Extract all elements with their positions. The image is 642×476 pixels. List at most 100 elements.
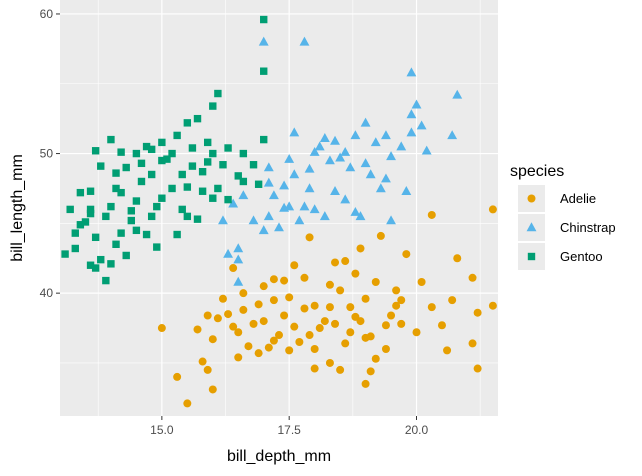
point-gentoo [132,226,141,235]
point-adelie [208,385,217,394]
point-gentoo [234,172,242,180]
point-gentoo [214,89,222,98]
y-tick-label: 50 [40,147,54,161]
point-chinstrap [268,190,279,200]
point-gentoo [76,221,85,229]
point-adelie [336,365,345,374]
point-adelie [310,364,319,373]
point-adelie [193,325,202,334]
point-chinstrap [335,152,346,162]
point-adelie [392,286,401,295]
point-chinstrap [289,127,300,137]
point-adelie [397,296,406,305]
point-adelie [264,343,273,352]
point-gentoo [188,144,197,152]
point-gentoo [239,149,248,158]
point-gentoo [209,149,217,158]
point-chinstrap [263,162,274,172]
point-chinstrap [345,162,356,172]
point-adelie [315,324,324,333]
point-gentoo [122,251,130,260]
point-gentoo [239,177,248,186]
legend-symbol-gentoo [527,252,536,261]
point-gentoo [102,276,110,285]
point-chinstrap [381,173,391,183]
point-adelie [224,310,233,319]
point-adelie [392,301,401,310]
point-adelie [249,319,258,328]
point-gentoo [178,205,186,214]
point-adelie [295,338,304,347]
point-gentoo [260,15,268,24]
point-adelie [325,303,334,312]
point-gentoo [137,177,146,186]
point-chinstrap [228,198,239,208]
point-gentoo [168,149,176,158]
point-adelie [198,357,207,366]
point-gentoo [147,212,156,221]
x-tick-label: 17.5 [278,423,302,437]
point-chinstrap [360,117,371,127]
point-gentoo [132,149,141,158]
point-chinstrap [324,155,335,165]
point-gentoo [97,255,105,264]
point-gentoo [158,156,166,165]
point-chinstrap [411,99,422,109]
point-gentoo [153,202,161,211]
point-chinstrap [375,183,386,193]
point-chinstrap [274,222,284,232]
point-gentoo [127,216,136,225]
point-adelie [361,294,370,303]
point-adelie [397,319,406,328]
point-gentoo [260,135,268,144]
point-adelie [341,339,350,348]
point-adelie [325,358,334,367]
point-gentoo [91,264,100,272]
point-adelie [290,322,299,331]
point-adelie [280,276,289,285]
point-adelie [229,322,238,331]
point-gentoo [132,197,141,205]
point-chinstrap [238,190,249,200]
point-adelie [269,336,278,345]
point-gentoo [107,260,115,268]
point-gentoo [168,184,176,193]
point-gentoo [76,188,85,197]
point-chinstrap [386,151,396,161]
point-gentoo [66,205,74,214]
point-chinstrap [284,201,295,211]
point-adelie [366,367,375,376]
point-adelie [371,354,380,363]
point-chinstrap [258,225,269,235]
point-adelie [305,233,314,242]
point-gentoo [224,195,232,204]
point-chinstrap [406,109,417,119]
point-adelie [443,346,452,355]
point-gentoo [219,161,227,169]
point-chinstrap [289,169,300,179]
point-adelie [208,335,217,344]
point-adelie [203,365,212,374]
point-gentoo [107,135,115,144]
point-gentoo [183,119,192,127]
point-chinstrap [452,89,463,99]
point-adelie [341,257,350,266]
point-gentoo [117,229,125,237]
point-gentoo [86,205,95,214]
point-adelie [275,331,283,340]
point-chinstrap [340,194,351,204]
point-chinstrap [258,36,269,46]
point-gentoo [173,131,181,140]
point-adelie [183,399,192,408]
point-adelie [412,328,421,337]
point-adelie [356,317,365,326]
point-chinstrap [360,158,371,168]
point-chinstrap [299,36,310,46]
point-chinstrap [365,169,376,179]
point-chinstrap [350,206,361,216]
point-adelie [468,339,477,348]
point-gentoo [224,144,232,152]
point-gentoo [61,250,69,258]
point-chinstrap [304,163,315,173]
point-gentoo [193,215,202,223]
